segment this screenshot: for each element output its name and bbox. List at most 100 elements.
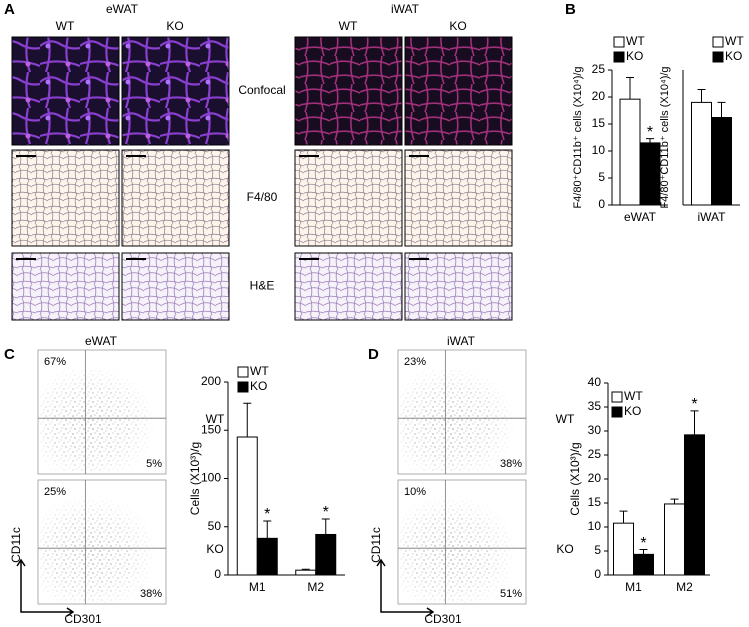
group-title: iWAT [391,2,420,16]
x-tick-label: M1 [625,580,642,594]
y-tick-label: 100 [201,471,221,485]
bar [295,569,317,576]
micrograph [11,36,120,146]
bar [664,503,685,576]
legend-label: KO [725,49,742,63]
legend-swatch [237,366,249,378]
error-bar [626,77,634,100]
legend-label: WT [624,389,643,403]
axis-label: CD301 [64,612,102,626]
y-tick-label: 20 [592,89,606,103]
legend-swatch [712,36,724,48]
micrograph [294,149,403,247]
error-bar [301,568,310,571]
x-tick-label: M2 [676,580,693,594]
micrograph [294,36,403,146]
error-bar [639,549,648,555]
error-bar [690,410,699,435]
legend-swatch [237,381,249,393]
panel-letter: B [565,1,576,18]
y-tick-label: 0 [214,567,221,581]
y-axis-label: F4/80⁺CD11b⁺ cells (X10⁴)/g [572,66,584,208]
y-tick-label: 25 [588,447,602,461]
panel-letter: D [368,346,379,363]
significance-star: * [264,506,270,523]
flow-cloud [40,352,164,472]
quadrant-percent: 51% [500,588,522,600]
x-tick-label: eWAT [624,210,657,224]
significance-star: * [640,535,646,552]
x-tick-label: M1 [249,580,266,594]
y-tick-label: 10 [588,519,602,533]
error-bar [243,402,252,438]
row-label: F4/80 [247,190,278,204]
y-tick-label: 200 [201,374,221,388]
micrograph [11,149,120,247]
legend-swatch [611,391,623,403]
micrograph [294,252,403,321]
micrograph [404,36,513,146]
bar [315,533,337,576]
row-label: Confocal [238,83,285,97]
significance-star: * [691,396,697,413]
y-axis-label: F4/80⁺CD11b⁺ cells (X10⁴)/g [659,66,671,208]
micrograph [121,252,230,321]
group-title: eWAT [106,2,139,16]
y-tick-label: 150 [201,422,221,436]
y-tick-label: 30 [588,423,602,437]
y-tick-label: 25 [592,62,606,76]
column-label: KO [166,19,183,33]
y-tick-label: 15 [588,495,602,509]
flow-cloud [400,482,524,602]
flow-cloud [400,352,524,472]
significance-star: * [323,504,329,521]
bar [619,98,641,206]
plot-title: iWAT [447,334,476,348]
micrograph [404,149,513,247]
row-label: WT [556,412,575,426]
row-label: WT [206,412,225,426]
bar [236,436,258,576]
panel-d: D iWAT 23% 38% WT 10% 51% KO CD11c CD301 [368,334,575,626]
error-bar [670,498,679,504]
error-bar [619,510,628,524]
bar [256,537,278,576]
micrograph [404,252,513,321]
y-tick-label: 5 [598,170,605,184]
quadrant-percent: 5% [146,458,162,470]
bar [711,117,732,206]
micrograph [121,149,230,247]
y-tick-label: 20 [588,471,602,485]
quadrant-percent: 67% [44,356,66,368]
bar [633,553,654,576]
x-tick-label: iWAT [698,210,727,224]
y-tick-label: 0 [594,567,601,581]
legend-swatch [611,406,623,418]
x-tick-label: M2 [307,580,324,594]
row-label: H&E [250,279,275,293]
quadrant-percent: 38% [140,588,162,600]
legend-label: WT [725,34,744,48]
row-label: KO [556,542,573,556]
y-axis-label: Cells (X10³)/g [568,442,582,515]
plot-title: eWAT [85,334,118,348]
axis-arrow [16,558,75,617]
legend-swatch [712,51,724,63]
axis-label: CD301 [424,612,462,626]
error-bar [717,101,726,118]
panel-c: C eWAT 67% 5% WT 25% 38% KO CD11c CD301 [4,334,225,626]
y-tick-label: 15 [592,116,606,130]
quadrant-percent: 25% [44,486,66,498]
axis-label: CD11c [369,527,383,563]
axis-arrow [376,558,435,617]
y-tick-label: 40 [588,375,602,389]
panel-a: A eWAT WT KO iWAT WT KO Confocal F4/80 H&E [4,1,513,321]
micrograph [11,252,120,321]
quadrant-percent: 23% [404,356,426,368]
panel-letter: C [4,346,15,363]
y-tick-label: 50 [208,519,222,533]
error-bar [646,138,654,143]
bar [639,142,661,206]
legend-label: WT [626,34,645,48]
